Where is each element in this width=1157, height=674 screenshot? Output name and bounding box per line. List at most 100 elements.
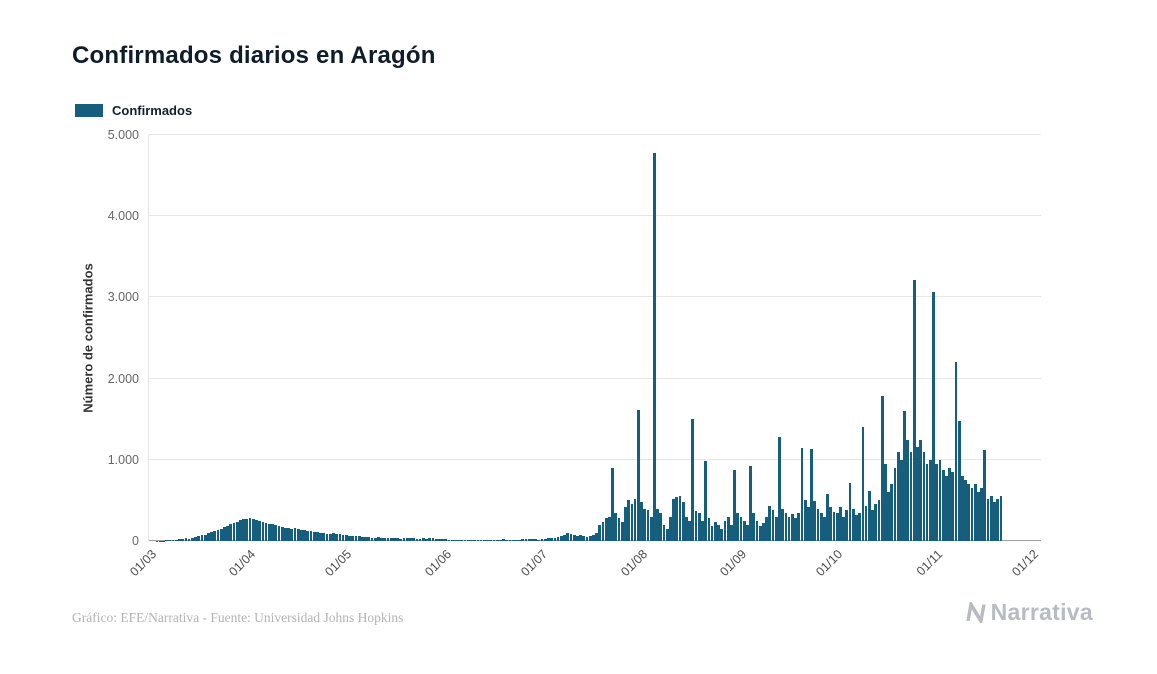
bar	[839, 506, 842, 541]
bar	[322, 533, 326, 541]
bar	[312, 531, 316, 541]
bar	[681, 502, 685, 541]
bar	[216, 530, 220, 541]
bar	[460, 539, 464, 541]
bar	[704, 461, 708, 541]
bar	[335, 533, 339, 541]
bar	[932, 291, 935, 541]
bar	[370, 537, 374, 541]
bar	[502, 539, 505, 541]
bar	[656, 509, 659, 541]
bar	[290, 528, 294, 541]
bar	[816, 508, 820, 541]
bar	[723, 520, 727, 541]
bar	[566, 533, 570, 541]
bar	[778, 437, 781, 541]
bar	[409, 538, 412, 541]
y-gridline	[149, 134, 1041, 135]
bar	[919, 439, 923, 541]
bar	[768, 506, 772, 541]
bar	[867, 490, 871, 541]
bar	[729, 524, 733, 541]
bar	[338, 534, 342, 541]
bar	[620, 521, 624, 541]
bar	[851, 508, 855, 541]
bar	[717, 524, 720, 541]
bar	[229, 524, 233, 541]
bar	[255, 520, 258, 541]
bar	[996, 498, 1000, 541]
bar	[178, 539, 181, 541]
legend: Confirmados	[75, 103, 192, 118]
bar	[575, 535, 579, 541]
x-tick-label: 01/04	[226, 547, 259, 580]
bar	[239, 520, 242, 541]
bar	[964, 480, 967, 541]
chart-title: Confirmados diarios en Aragón	[72, 42, 436, 69]
bar	[264, 522, 268, 541]
bar	[505, 539, 509, 541]
bar	[373, 537, 377, 541]
bar	[675, 497, 679, 541]
bar	[421, 538, 425, 541]
bar	[588, 535, 592, 541]
bar	[861, 427, 865, 541]
bar	[518, 539, 521, 541]
y-gridline	[149, 377, 1041, 379]
bar	[450, 539, 454, 541]
y-axis-title: Número de confirmados	[80, 263, 96, 413]
bar	[540, 539, 544, 541]
bar	[380, 537, 383, 541]
bar	[277, 525, 281, 541]
bar	[611, 467, 615, 541]
bar	[627, 500, 631, 541]
bar	[569, 533, 573, 541]
bar	[296, 528, 300, 541]
y-tick-label: 0	[132, 534, 139, 548]
bar	[306, 530, 310, 541]
bar	[495, 539, 499, 541]
bar	[454, 540, 457, 541]
bar	[633, 498, 637, 541]
bar	[771, 510, 775, 541]
bar	[624, 506, 627, 541]
bar	[556, 536, 560, 541]
bar	[425, 538, 428, 541]
bar	[649, 516, 653, 541]
bar	[559, 536, 563, 541]
plot-area: 0 1.000 2.000 3.000 4.000 5.000 01/03 01/04 01/0…	[108, 128, 1042, 579]
bar	[736, 512, 740, 541]
bar	[585, 536, 589, 541]
bar	[774, 516, 778, 541]
bar	[377, 537, 380, 541]
bar	[630, 504, 634, 541]
bar	[441, 539, 444, 541]
bar	[184, 538, 188, 541]
bar	[438, 538, 441, 541]
bar	[341, 534, 345, 541]
x-tick-label: 01/10	[813, 547, 846, 580]
bar	[999, 495, 1003, 541]
bar	[697, 513, 701, 541]
bar	[646, 510, 650, 541]
bar	[223, 527, 226, 541]
bar	[806, 506, 810, 541]
bar	[614, 512, 618, 541]
bar	[537, 539, 541, 541]
bar	[444, 539, 448, 541]
bar	[479, 539, 483, 541]
attribution-text: Gráfico: EFE/Narrativa - Fuente: Univers…	[72, 610, 404, 625]
bar	[977, 492, 980, 541]
bar	[476, 540, 480, 541]
bar	[710, 526, 714, 541]
bar	[434, 538, 438, 541]
bar	[935, 463, 939, 541]
bar	[604, 518, 608, 541]
bar	[938, 459, 942, 541]
bar	[197, 536, 201, 541]
bar	[598, 524, 602, 541]
x-axis-baseline	[149, 540, 1041, 541]
bar	[344, 535, 348, 541]
y-tick-label: 4.000	[107, 209, 139, 224]
bar	[980, 488, 983, 541]
